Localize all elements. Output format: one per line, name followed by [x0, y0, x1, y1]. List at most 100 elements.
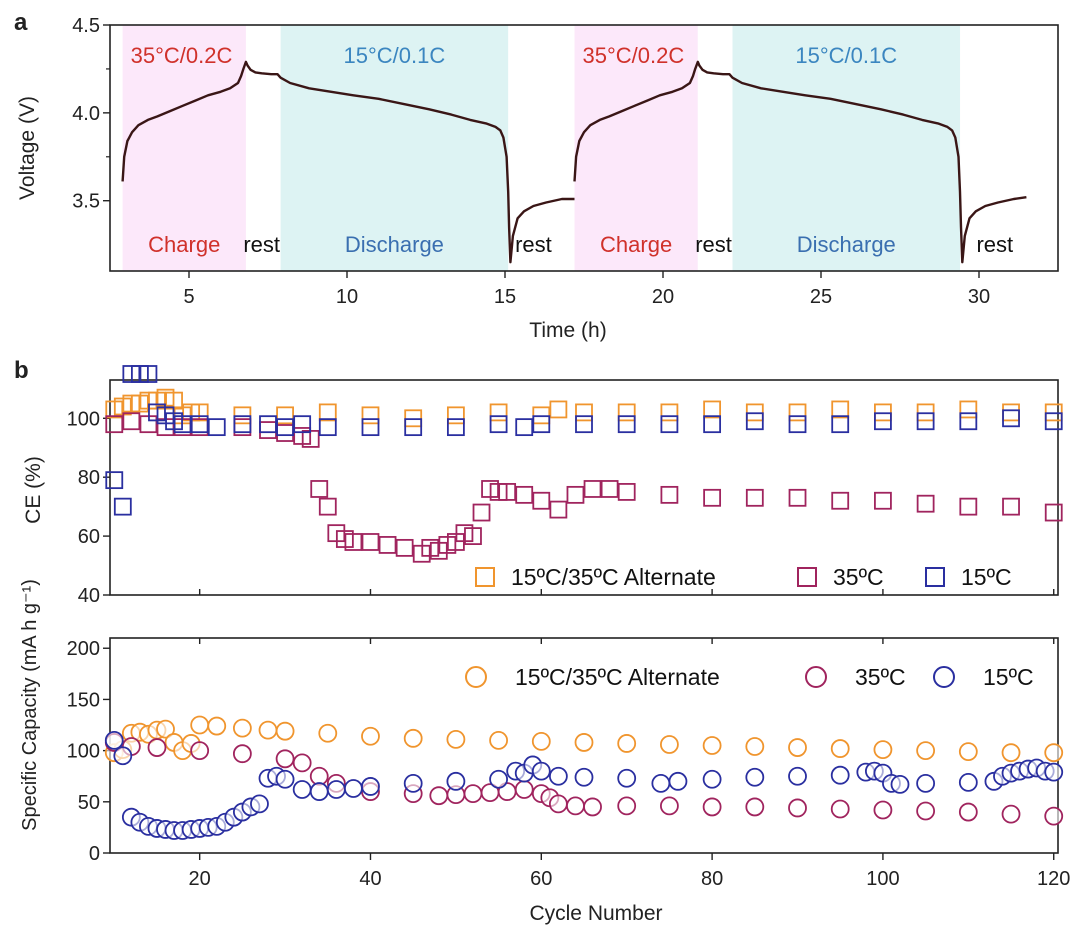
- ce-point-1: [617, 483, 636, 501]
- capacity-point-1: [1001, 804, 1021, 824]
- capacity-point-0: [574, 733, 594, 752]
- x-tick-label: 30: [968, 286, 990, 308]
- band-phase-label: Charge: [148, 232, 220, 257]
- ce-point-2: [959, 412, 978, 431]
- capacity-point-2: [344, 779, 363, 798]
- ce-point-2: [916, 412, 935, 431]
- ce-point-2: [446, 418, 465, 437]
- ce-legend-label: 15ºC/35ºC Alternate: [511, 564, 716, 590]
- capacity-point-1: [873, 800, 893, 820]
- capacity-point-1: [147, 738, 167, 757]
- ce-point-2: [105, 471, 124, 490]
- cap-y-tick-label: 150: [67, 689, 100, 711]
- ce-y-tick-label: 40: [78, 585, 100, 607]
- capacity-point-2: [617, 768, 637, 788]
- capacity-point-0: [531, 732, 551, 751]
- cap-legend-label: 15ºC/35ºC Alternate: [515, 664, 720, 690]
- ce-point-1: [361, 533, 380, 551]
- ce-point-1: [600, 480, 619, 498]
- ce-point-1: [105, 415, 124, 434]
- capacity-point-1: [702, 797, 722, 817]
- capacity-point-2: [489, 769, 508, 789]
- capacity-point-0: [275, 721, 295, 741]
- capacity-point-2: [309, 782, 329, 801]
- capacity-point-1: [309, 766, 329, 786]
- ce-point-0: [703, 400, 722, 419]
- band-charge-0: [122, 25, 246, 271]
- capacity-point-1: [958, 802, 978, 822]
- capacity-point-0: [403, 728, 423, 748]
- voltage-curve-0: [121, 60, 575, 264]
- capacity-point-2: [104, 730, 124, 750]
- capacity-point-1: [745, 797, 765, 817]
- capacity-point-2: [1044, 762, 1064, 782]
- y-tick-label: 3.5: [72, 191, 100, 213]
- panel-a-frame: [109, 24, 1059, 272]
- rest-label: rest: [695, 232, 732, 257]
- rest-label: rest: [515, 232, 552, 257]
- ce-y-tick-label: 100: [67, 408, 100, 430]
- ce-point-2: [190, 415, 209, 434]
- ce-point-1: [532, 491, 551, 510]
- x-tick-label: 15: [494, 286, 516, 308]
- x-tick-label: 25: [810, 286, 832, 308]
- capacity-point-2: [361, 777, 380, 796]
- capacity-point-1: [660, 796, 679, 816]
- cap-legend-marker: [465, 666, 487, 688]
- ce-legend-label: 15ºC: [961, 564, 1012, 590]
- ce-legend-marker: [925, 567, 945, 587]
- ce-point-0: [831, 400, 850, 419]
- capacity-point-0: [873, 740, 893, 759]
- band-phase-label: Discharge: [345, 232, 444, 257]
- ce-point-1: [122, 412, 141, 431]
- ce-point-2: [207, 418, 226, 437]
- panel-label-b: b: [14, 357, 29, 384]
- cap-x-tick-label: 60: [530, 868, 552, 890]
- capacity-point-0: [660, 735, 679, 754]
- capacity-point-1: [292, 753, 312, 773]
- ce-point-0: [446, 406, 465, 425]
- capacity-point-1: [617, 796, 637, 816]
- capacity-point-0: [258, 720, 278, 740]
- cap-y-tick-label: 200: [67, 638, 100, 660]
- band-temp-label: 15°C/0.1C: [795, 43, 897, 68]
- cap-y-tick-label: 100: [67, 741, 100, 763]
- capacity-point-1: [190, 741, 210, 761]
- capacity-point-0: [156, 719, 175, 739]
- ce-point-2: [575, 415, 593, 434]
- cap-legend-label: 35ºC: [855, 664, 906, 690]
- capacity-point-2: [113, 746, 133, 766]
- ce-point-2: [318, 418, 337, 437]
- ce-point-2: [515, 418, 534, 437]
- ce-point-2: [788, 415, 807, 434]
- capacity-point-1: [583, 797, 602, 817]
- x-axis-label-cycle: Cycle Number: [529, 902, 662, 925]
- ce-legend-marker: [797, 567, 817, 587]
- ce-point-2: [139, 365, 158, 383]
- ce-point-1: [583, 480, 602, 498]
- ce-point-0: [276, 406, 294, 425]
- band-temp-label: 35°C/0.2C: [583, 43, 685, 68]
- ce-point-1: [549, 500, 568, 519]
- capacity-point-0: [617, 734, 637, 753]
- ce-point-2: [489, 415, 508, 434]
- ce-point-2: [233, 415, 252, 434]
- capacity-point-0: [702, 736, 722, 755]
- ce-point-0: [361, 406, 380, 425]
- y-axis-label: Voltage (V): [16, 96, 39, 200]
- ce-y-axis-label: CE (%): [22, 456, 45, 524]
- ce-point-1: [703, 488, 722, 507]
- capacity-point-0: [1001, 743, 1021, 763]
- cap-legend-marker: [933, 666, 955, 688]
- capacity-point-2: [651, 773, 671, 793]
- capacity-point-2: [958, 772, 978, 792]
- ce-point-1: [874, 491, 892, 510]
- ce-point-1: [1044, 503, 1063, 522]
- band-temp-label: 15°C/0.1C: [344, 43, 446, 68]
- capacity-point-2: [788, 766, 807, 786]
- ce-point-1: [959, 497, 978, 516]
- ce-point-1: [916, 494, 935, 513]
- cap-x-tick-label: 20: [189, 868, 211, 890]
- capacity-point-0: [958, 742, 978, 762]
- capacity-point-2: [275, 769, 295, 789]
